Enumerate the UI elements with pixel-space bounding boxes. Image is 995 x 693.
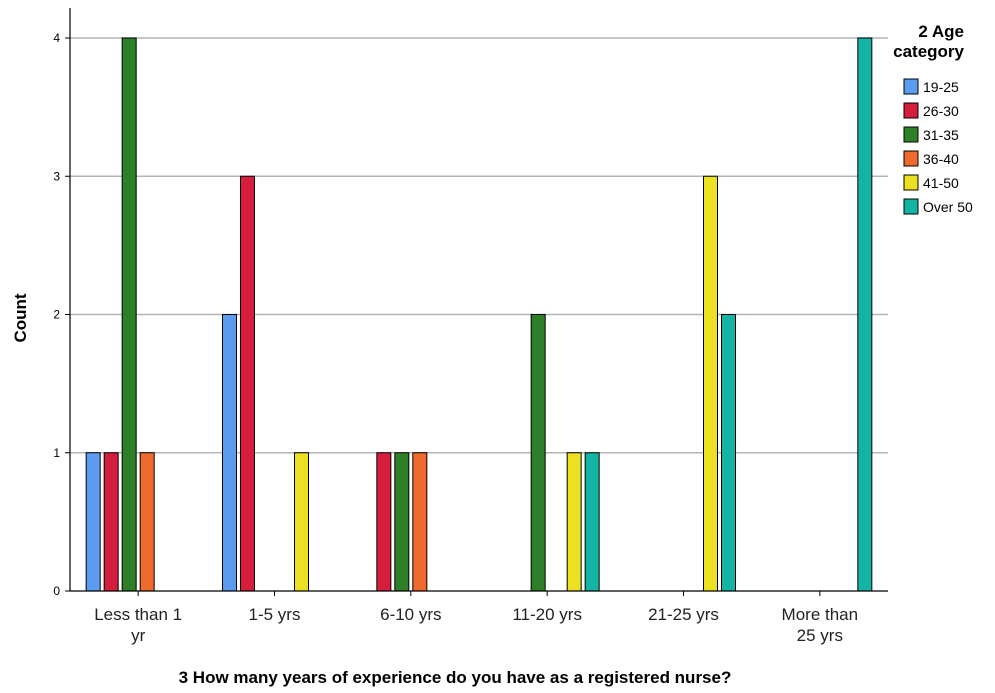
y-tick-label: 2 [53, 308, 60, 322]
x-category-label: yr [131, 626, 146, 645]
x-category-label: More than [782, 605, 859, 624]
x-category-label: 21-25 yrs [648, 605, 719, 624]
legend-swatch [903, 174, 919, 191]
x-category-label: Less than 1 [94, 605, 182, 624]
legend-swatch [903, 126, 919, 143]
axes [69, 8, 888, 592]
y-axis-title: Count [11, 293, 30, 342]
legend-label: 41-50 [923, 175, 959, 191]
x-category-label: 6-10 yrs [380, 605, 441, 624]
bar [721, 314, 736, 592]
bar [222, 314, 237, 592]
bar [103, 452, 119, 592]
bar [139, 452, 155, 592]
bar [566, 452, 582, 592]
bar [376, 452, 392, 592]
x-category-label: 11-20 yrs [512, 605, 582, 624]
y-tick-labels: 0 1 2 3 4 [53, 31, 70, 598]
bars [85, 37, 873, 592]
bar [530, 314, 546, 592]
x-category-label: 25 yrs [797, 626, 843, 645]
legend-label: 26-30 [923, 103, 959, 119]
x-category-labels: Less than 1 yr 1-5 yrs 6-10 yrs 11-20 yrs 21-… [94, 591, 858, 645]
x-axis-title: 3 How many years of experience do you ha… [179, 668, 732, 687]
legend-title: category [893, 42, 964, 61]
legend-title: 2 Age [918, 22, 964, 41]
legend-swatch [903, 78, 919, 95]
bar [584, 452, 600, 592]
y-tick-label: 4 [53, 31, 60, 45]
bar [412, 452, 428, 592]
y-tick-label: 3 [53, 169, 60, 183]
legend-label: 19-25 [923, 79, 959, 95]
y-tick-label: 0 [53, 584, 60, 598]
legend-label: 31-35 [923, 127, 959, 143]
x-category-label: 1-5 yrs [249, 605, 301, 624]
bar [857, 37, 873, 592]
legend-swatch [903, 102, 919, 119]
legend-swatch [903, 150, 919, 167]
legend-swatch [903, 198, 919, 215]
bar [85, 452, 101, 592]
legend-label: 36-40 [923, 151, 959, 167]
gridlines [70, 37, 888, 454]
y-tick-label: 1 [53, 446, 60, 460]
legend-label: Over 50 [923, 199, 973, 215]
bar [294, 452, 309, 592]
bar [121, 37, 137, 592]
bar [703, 175, 718, 592]
bar [240, 175, 255, 592]
bar [394, 452, 410, 592]
